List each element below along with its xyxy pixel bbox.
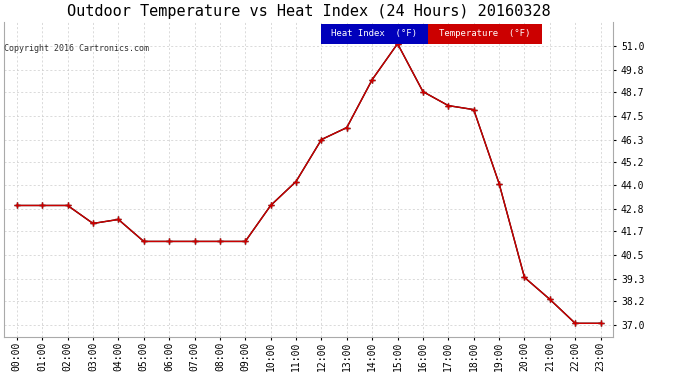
Text: Copyright 2016 Cartronics.com: Copyright 2016 Cartronics.com <box>4 44 149 53</box>
Title: Outdoor Temperature vs Heat Index (24 Hours) 20160328: Outdoor Temperature vs Heat Index (24 Ho… <box>67 4 551 19</box>
Text: Heat Index  (°F): Heat Index (°F) <box>331 29 417 38</box>
Text: Temperature  (°F): Temperature (°F) <box>439 29 531 38</box>
